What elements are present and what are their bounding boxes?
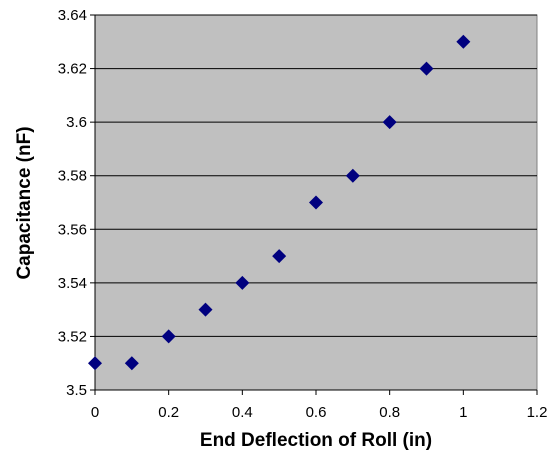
x-tick-labels: 0 0.2 0.4 0.6 0.8 1 1.2 — [91, 404, 548, 421]
x-tick-label: 1 — [459, 404, 467, 421]
x-tick-label: 0.6 — [306, 404, 327, 421]
data-point — [309, 195, 323, 210]
data-point — [198, 302, 213, 317]
x-tick-label: 1.2 — [527, 404, 548, 421]
axes — [90, 14, 538, 395]
data-point — [88, 356, 102, 371]
data-point — [124, 356, 139, 371]
y-tick-label: 3.56 — [58, 221, 87, 238]
x-axis-title: End Deflection of Roll (in) — [200, 430, 432, 451]
y-tick-label: 3.52 — [58, 328, 87, 345]
x-tick-label: 0 — [91, 404, 99, 421]
data-point — [345, 168, 360, 183]
data-point — [382, 115, 397, 130]
y-tick-labels: 3.5 3.52 3.54 3.56 3.58 3.6 3.62 3.64 — [58, 7, 87, 399]
x-tick-label: 0.4 — [232, 404, 253, 421]
data-point — [235, 275, 250, 290]
data-point — [161, 329, 176, 344]
data-point — [419, 61, 434, 76]
data-points — [88, 34, 471, 371]
y-tick-label: 3.58 — [58, 168, 87, 185]
y-tick-label: 3.6 — [66, 114, 87, 131]
y-tick-label: 3.5 — [66, 382, 87, 399]
y-tick-label: 3.64 — [58, 7, 87, 24]
x-tick-label: 0.2 — [158, 404, 179, 421]
y-axis-title: Capacitance (nF) — [14, 126, 35, 279]
x-tick-label: 0.8 — [379, 404, 400, 421]
data-point — [456, 34, 471, 49]
y-tick-label: 3.54 — [58, 275, 87, 292]
data-point — [272, 249, 287, 264]
y-tick-label: 3.62 — [58, 61, 87, 78]
